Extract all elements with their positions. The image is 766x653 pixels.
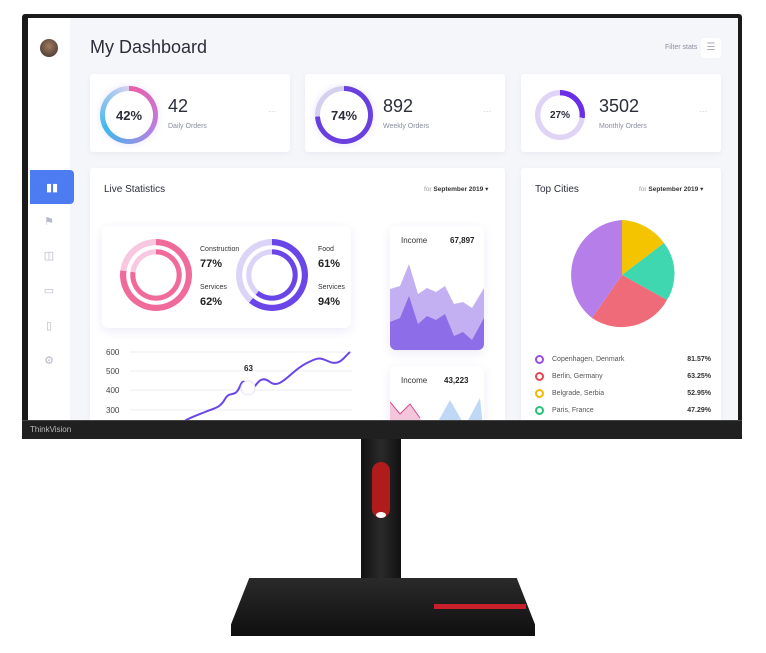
- stat-card-weekly: 74% 892 Weekly Orders ...: [305, 74, 505, 152]
- pie-slice: [622, 243, 675, 300]
- line-area-chart: [390, 398, 483, 420]
- legend-dot: [535, 389, 544, 398]
- percent: 42%: [115, 107, 143, 123]
- income-label: Income: [401, 376, 428, 385]
- city-name: Berlin, Germany: [552, 373, 603, 380]
- period-select[interactable]: for September 2019 ▾: [639, 186, 704, 193]
- panel-title: Top Cities: [535, 184, 579, 195]
- stat-value: 892: [383, 96, 414, 116]
- pie-slice: [592, 275, 667, 328]
- pie-slice: [571, 220, 622, 318]
- city-name: Copenhagen, Denmark: [552, 356, 625, 363]
- value: 77%: [200, 258, 223, 270]
- marker-value: 63: [244, 364, 253, 373]
- income-value: 67,897: [450, 236, 475, 245]
- city-item: Belgrade, Serbia 52.95%: [535, 389, 711, 398]
- signpost-icon[interactable]: ⚑: [44, 215, 54, 228]
- donut-card: Construction 77% Services 62% Food 61% S…: [102, 226, 351, 328]
- stat-value: 42: [168, 96, 189, 116]
- income-card: Income 43,223: [390, 366, 484, 420]
- label: Services: [200, 284, 227, 291]
- label: Food: [318, 246, 334, 253]
- label: Services: [318, 284, 345, 291]
- city-value: 81.57%: [687, 356, 711, 363]
- monitor-screen: ▮▮ ⚑ ◫ ▭ ▯ ⚙ My Dashboard Filter stats ☰…: [28, 18, 738, 420]
- y-tick: 500: [106, 367, 120, 376]
- filter-stats-label[interactable]: Filter stats: [665, 44, 698, 51]
- page-title: My Dashboard: [90, 37, 208, 57]
- legend-dot: [535, 406, 544, 415]
- settings-icon[interactable]: ⚙: [44, 354, 54, 367]
- y-tick: 300: [106, 406, 120, 415]
- more-button[interactable]: ...: [699, 104, 707, 114]
- pie-chart: [571, 220, 675, 328]
- value: 61%: [318, 258, 341, 270]
- pie-slice: [622, 220, 664, 275]
- city-item: Berlin, Germany 63.25%: [535, 372, 711, 381]
- value: 62%: [200, 296, 223, 308]
- line-chart: [130, 351, 352, 420]
- avatar[interactable]: [40, 39, 58, 57]
- income-card: Income 67,897: [390, 226, 484, 350]
- stat-card-monthly: 27% 3502 Monthly Orders ...: [521, 74, 721, 152]
- base-accent: [434, 604, 526, 609]
- income-value: 43,223: [444, 376, 469, 385]
- period-value: September 2019: [433, 186, 484, 193]
- more-button[interactable]: ...: [268, 104, 276, 114]
- cable-slot: [372, 462, 390, 518]
- income-label: Income: [401, 236, 428, 245]
- progress-ring: 42%: [100, 86, 158, 144]
- progress-ring: 27%: [535, 90, 585, 140]
- y-tick: 600: [106, 348, 120, 357]
- progress-ring: 74%: [315, 86, 373, 144]
- donut-chart-construction: [120, 239, 192, 311]
- city-name: Belgrade, Serbia: [552, 390, 605, 397]
- stat-value: 3502: [599, 96, 640, 116]
- legend-dot: [535, 355, 544, 364]
- brand-logo: ThinkVision: [30, 425, 72, 434]
- percent: 27%: [549, 109, 570, 121]
- monitor-chin: [22, 420, 742, 439]
- live-statistics-panel: Live Statistics for September 2019 ▾ Con…: [90, 168, 505, 420]
- basket-icon[interactable]: ◫: [43, 249, 55, 262]
- value: 94%: [318, 296, 341, 308]
- panel-title: Live Statistics: [104, 184, 166, 195]
- label: Construction: [200, 246, 240, 253]
- document-icon[interactable]: ▯: [45, 319, 53, 332]
- y-tick: 400: [106, 386, 120, 395]
- legend-dot: [535, 372, 544, 381]
- city-value: 63.25%: [687, 373, 711, 380]
- cable-hole: [376, 512, 386, 518]
- stat-label: Monthly Orders: [599, 123, 647, 130]
- period-value: September 2019: [648, 186, 699, 193]
- city-item: Copenhagen, Denmark 81.57%: [535, 355, 711, 364]
- more-button[interactable]: ...: [483, 104, 491, 114]
- city-name: Paris, France: [552, 407, 594, 414]
- city-item: Paris, France 47.29%: [535, 406, 711, 415]
- city-value: 52.95%: [687, 390, 711, 397]
- period-prefix: for: [424, 186, 432, 193]
- filter-layout-icon[interactable]: ☰: [701, 38, 721, 58]
- city-value: 47.29%: [687, 407, 711, 414]
- stat-label: Daily Orders: [168, 123, 207, 130]
- donut-chart-food: [236, 239, 308, 311]
- top-cities-panel: Top Cities for September 2019 ▾ Copenhag…: [521, 168, 721, 420]
- stat-label: Weekly Orders: [383, 123, 430, 130]
- bar-chart-icon[interactable]: ▮▮: [30, 170, 74, 204]
- stat-card-daily: 42% 42 Daily Orders ...: [90, 74, 290, 152]
- area-chart: [390, 264, 484, 350]
- chat-icon[interactable]: ▭: [43, 284, 55, 297]
- period-prefix: for: [639, 186, 647, 193]
- percent: 74%: [330, 107, 358, 123]
- sidebar: ▮▮ ⚑ ◫ ▭ ▯ ⚙: [28, 18, 74, 420]
- period-select[interactable]: for September 2019 ▾: [424, 186, 489, 193]
